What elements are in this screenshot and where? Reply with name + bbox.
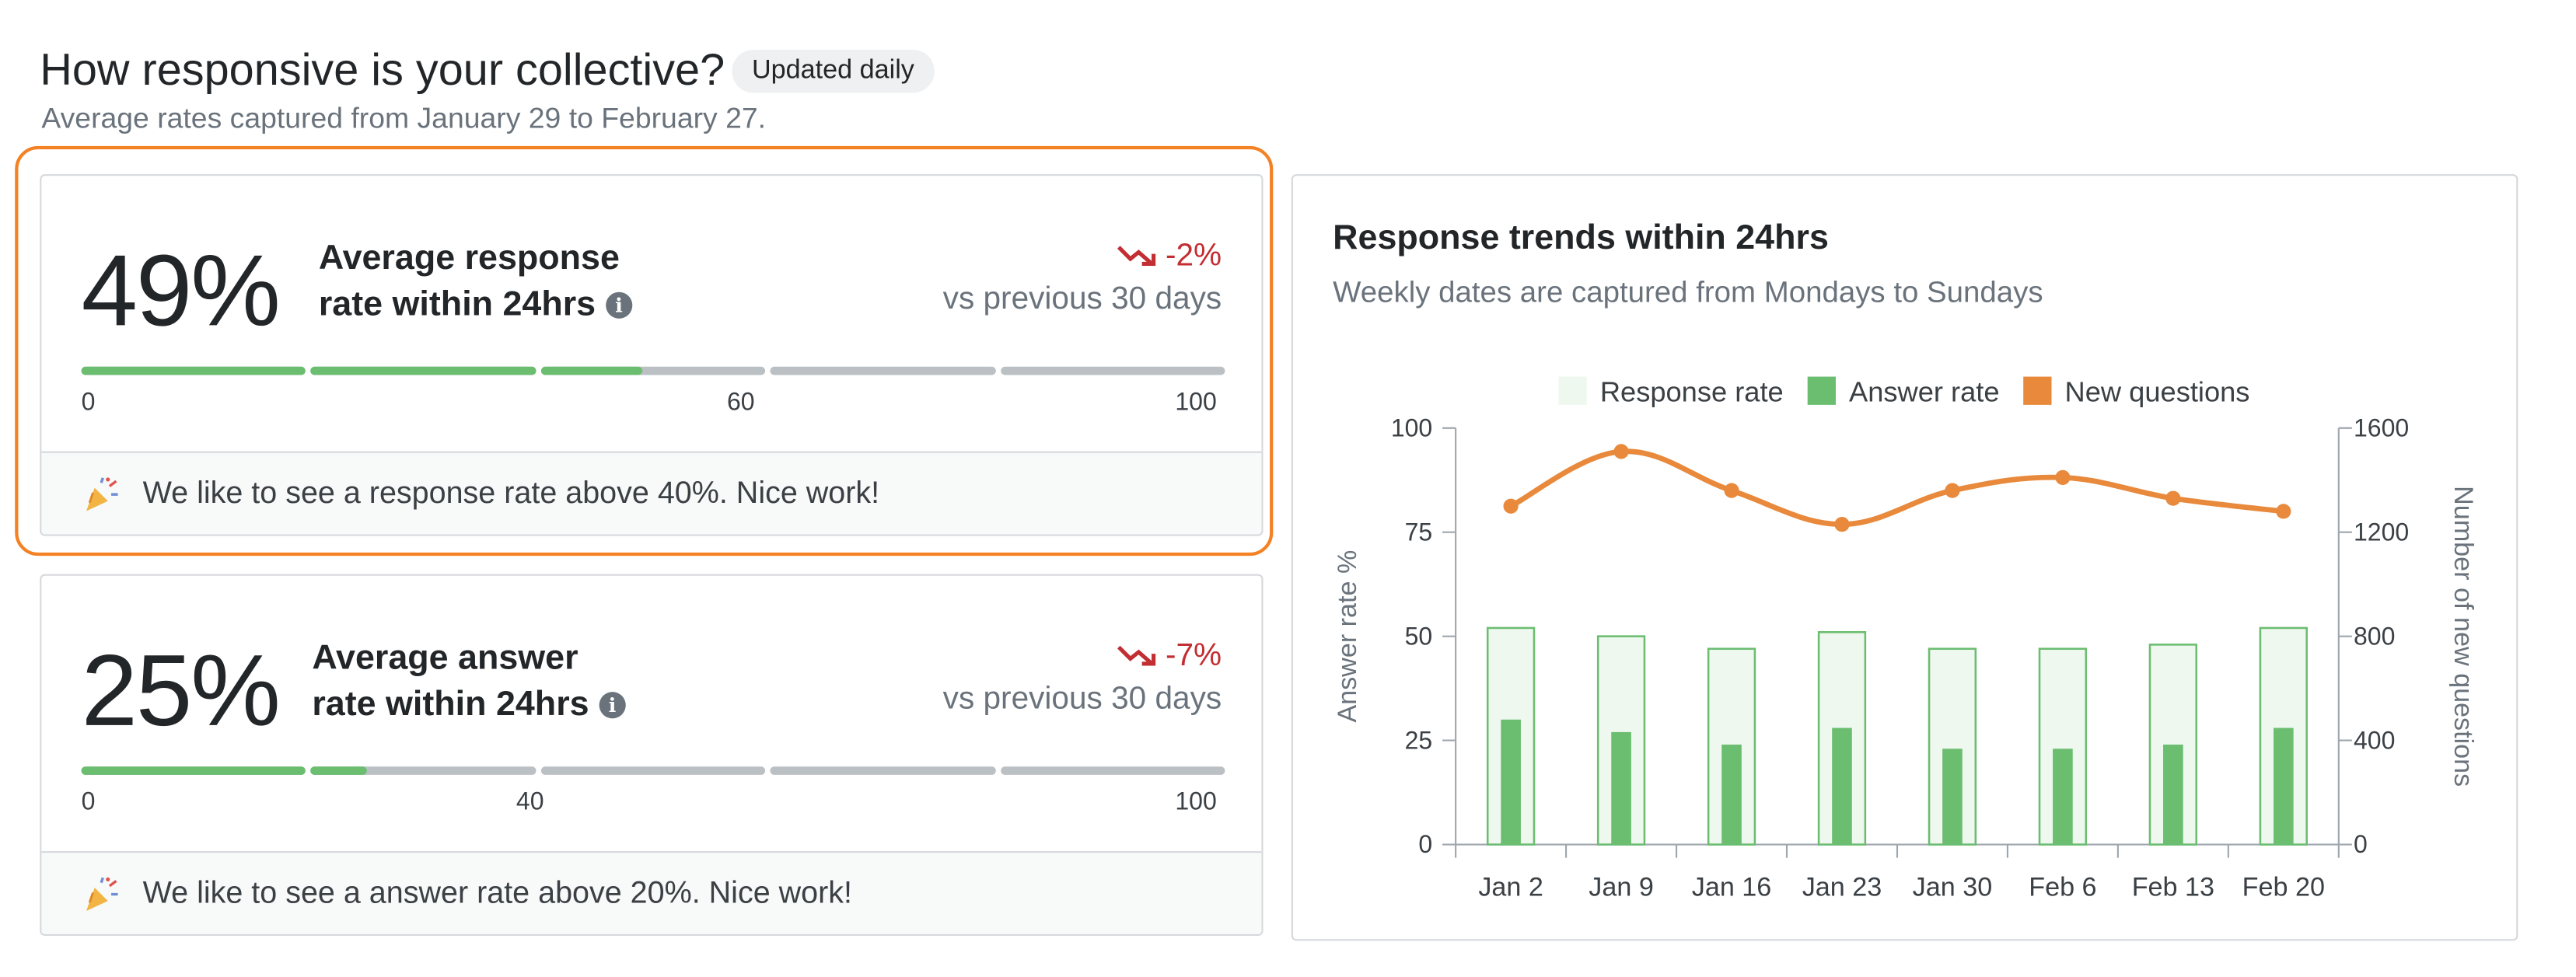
- response-rate-footer: We like to see a response rate above 40%…: [41, 451, 1262, 535]
- y-tick-label: 0: [1418, 830, 1432, 858]
- progress-fill: [81, 366, 306, 375]
- new-questions-line: [1509, 448, 2284, 528]
- response-rate-delta: -2% vs previous 30 days: [942, 239, 1222, 317]
- legend-swatch: [1807, 376, 1836, 405]
- progress-segment: [770, 766, 995, 775]
- x-tick-label: Jan 9: [1589, 873, 1654, 902]
- new-questions-point: [2165, 490, 2181, 506]
- trend-down-icon: [1117, 246, 1156, 266]
- x-tick-label: Feb 6: [2029, 873, 2096, 902]
- y2-tick-label: 400: [2354, 726, 2395, 754]
- y-tick-label: 50: [1405, 622, 1433, 650]
- progress-fill: [81, 766, 306, 775]
- party-popper-icon: [86, 477, 118, 511]
- x-tick-label: Jan 16: [1692, 873, 1772, 902]
- answer-rate-bar: [1721, 744, 1742, 845]
- answer-rate-footer-text: We like to see a answer rate above 20%. …: [142, 874, 853, 909]
- progress-segment: [1000, 366, 1225, 375]
- new-questions-point: [2276, 504, 2291, 519]
- answer-rate-bar: [1611, 731, 1631, 845]
- progress-segment: [311, 366, 537, 375]
- new-questions-point: [1834, 517, 1850, 532]
- response-rate-value: 49%: [81, 233, 281, 347]
- y-axis-title: Answer rate %: [1333, 550, 1362, 723]
- progress-fill: [311, 766, 368, 775]
- y2-axis-title: Number of new questions: [2448, 486, 2478, 787]
- legend-swatch: [2023, 376, 2052, 405]
- progress-segment: [770, 366, 995, 375]
- y-tick-label: 75: [1405, 518, 1433, 546]
- new-questions-point: [1503, 498, 1519, 514]
- progress-segment: [540, 366, 766, 375]
- answer-rate-bar: [2163, 744, 2183, 845]
- answer-rate-value: 25%: [81, 633, 281, 747]
- chart-title: Response trends within 24hrs: [1333, 218, 1829, 257]
- response-rate-card[interactable]: 49% Average response rate within 24hrs i …: [40, 174, 1264, 536]
- new-questions-point: [2055, 469, 2071, 485]
- y-tick-label: 100: [1391, 413, 1432, 441]
- response-rate-progress: [81, 366, 1225, 375]
- legend-label: New questions: [2065, 376, 2250, 408]
- answer-rate-bar: [1501, 719, 1521, 845]
- answer-rate-delta: -7% vs previous 30 days: [942, 638, 1222, 717]
- page-title: How responsive is your collective?: [40, 44, 725, 95]
- page-subtitle: Average rates captured from January 29 t…: [41, 101, 767, 134]
- trend-down-icon: [1117, 645, 1156, 666]
- response-trends-card: Response trends within 24hrs Weekly date…: [1291, 174, 2518, 941]
- response-rate-footer-text: We like to see a response rate above 40%…: [142, 474, 880, 510]
- legend-label: Response rate: [1600, 376, 1784, 408]
- progress-fill: [311, 366, 537, 375]
- x-tick-label: Jan 2: [1478, 873, 1543, 902]
- x-tick-label: Jan 23: [1802, 873, 1882, 902]
- scale-start-label: 0: [81, 787, 96, 817]
- answer-rate-bar: [1832, 728, 1852, 845]
- y2-tick-label: 0: [2354, 830, 2368, 858]
- answer-rate-progress: [81, 766, 1225, 775]
- y-tick-label: 25: [1405, 726, 1433, 754]
- focus-highlight: [15, 145, 1274, 557]
- legend-label: Answer rate: [1849, 376, 2000, 408]
- scale-end-label: 100: [1175, 388, 1217, 417]
- progress-segment: [540, 766, 766, 775]
- answer-rate-label: Average answer rate within 24hrs i: [312, 636, 626, 729]
- progress-segment: [311, 766, 537, 775]
- x-tick-label: Jan 30: [1913, 873, 1993, 902]
- response-rate-label: Average response rate within 24hrs i: [319, 236, 633, 329]
- y2-tick-label: 800: [2354, 622, 2395, 650]
- y2-tick-label: 1200: [2354, 518, 2409, 546]
- response-trends-chart: 0 25 50 75 100 0 400 800 1200 1600 Jan 2 Jan 9 Jan 1…: [1333, 376, 2478, 902]
- answer-rate-bar: [2053, 748, 2073, 845]
- answer-rate-bar: [1942, 748, 1963, 845]
- legend-swatch: [1558, 376, 1587, 405]
- scale-end-label: 100: [1175, 787, 1217, 817]
- scale-mid-label: 40: [516, 787, 544, 817]
- info-icon[interactable]: i: [599, 693, 626, 720]
- new-questions-point: [1724, 483, 1739, 498]
- answer-rate-bar: [2274, 728, 2294, 845]
- progress-segment: [1000, 766, 1225, 775]
- progress-segment: [81, 366, 306, 375]
- scale-start-label: 0: [81, 388, 96, 417]
- x-tick-label: Feb 20: [2242, 873, 2325, 902]
- scale-mid-label: 60: [726, 388, 755, 417]
- chart-subtitle: Weekly dates are captured from Mondays t…: [1333, 275, 2043, 309]
- y2-tick-label: 1600: [2354, 413, 2409, 441]
- progress-fill: [540, 366, 642, 375]
- info-icon[interactable]: i: [605, 292, 633, 319]
- answer-rate-footer: We like to see a answer rate above 20%. …: [41, 851, 1262, 934]
- updated-badge: Updated daily: [732, 50, 935, 93]
- answer-rate-card[interactable]: 25% Average answer rate within 24hrs i -7…: [40, 574, 1264, 936]
- x-tick-label: Feb 13: [2132, 873, 2214, 902]
- party-popper-icon: [86, 877, 118, 911]
- new-questions-point: [1613, 444, 1629, 459]
- new-questions-point: [1945, 483, 1960, 498]
- progress-segment: [81, 766, 306, 775]
